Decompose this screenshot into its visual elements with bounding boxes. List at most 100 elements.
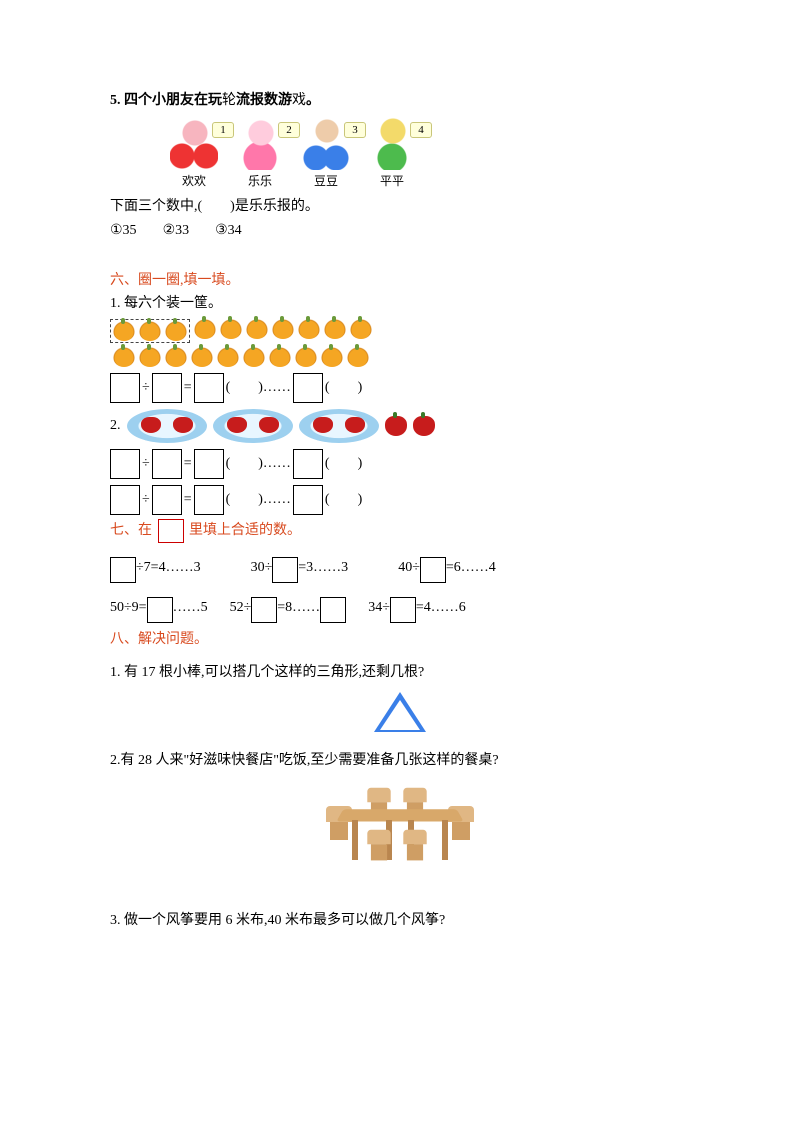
child-1: 1 欢欢 (170, 118, 218, 191)
unit-text: ( )…… (226, 453, 291, 475)
pumpkin-row2 (113, 347, 690, 367)
plate-icon (213, 409, 293, 443)
fill-text: =6……4 (446, 560, 496, 575)
div-sign: ÷ (142, 453, 150, 475)
blank-box[interactable] (194, 449, 224, 479)
sec8-q2: 2.有 28 人来"好滋味快餐店"吃饭,至少需要准备几张这样的餐桌? (110, 750, 690, 772)
fill-text: 50÷9= (110, 600, 147, 615)
unit-text: ( )…… (226, 489, 291, 511)
pumpkin-icon (295, 347, 317, 367)
strawberry-icon (385, 416, 407, 436)
table-leg (352, 820, 358, 860)
sec7-t1: 七、在 (110, 523, 152, 538)
child-figure-2: 2 (236, 118, 284, 170)
blank-box[interactable] (293, 485, 323, 515)
dining-table-figure (330, 780, 470, 880)
sec7-row1: ÷7=4……3 30÷ =3……3 40÷ =6……4 (110, 557, 690, 583)
pumpkin-row1 (110, 319, 690, 343)
fill-text: 34÷ (368, 600, 390, 615)
triangle-icon (374, 692, 426, 732)
pumpkin-icon (165, 347, 187, 367)
q5-text-d: 戏 (292, 93, 306, 108)
blank-box[interactable] (110, 449, 140, 479)
pumpkin-icon (194, 319, 216, 339)
fill-text: =4……6 (416, 600, 466, 615)
pumpkin-icon (165, 321, 187, 341)
sec6-eq2: ÷ = ( )…… ( ) (110, 449, 690, 479)
child-figure-4: 4 (368, 118, 416, 170)
child-tag-4: 4 (410, 122, 432, 138)
sec6-q2-row: 2. (110, 409, 690, 443)
q5-text-c: 流报数游 (236, 93, 292, 108)
blank-box[interactable] (147, 597, 173, 623)
pumpkin-icon (246, 319, 268, 339)
blank-box[interactable] (110, 557, 136, 583)
child-3: 3 豆豆 (302, 118, 350, 191)
plate-icon (299, 409, 379, 443)
child-name-3: 豆豆 (314, 172, 338, 191)
fill-text: 30÷ (251, 560, 273, 575)
blank-box[interactable] (390, 597, 416, 623)
blank-box[interactable] (194, 373, 224, 403)
blank-box[interactable] (293, 449, 323, 479)
children-row: 1 欢欢 2 乐乐 3 豆豆 4 平平 (170, 118, 690, 191)
sec7-row2: 50÷9= ……5 52÷ =8…… 34÷ =4……6 (110, 597, 690, 623)
fill-text: ……5 (173, 600, 208, 615)
sec6-eq1: ÷ = ( )…… ( ) (110, 373, 690, 403)
blank-box[interactable] (152, 449, 182, 479)
blank-box[interactable] (251, 597, 277, 623)
pumpkin-icon (217, 347, 239, 367)
div-sign: ÷ (142, 489, 150, 511)
child-4: 4 平平 (368, 118, 416, 191)
blank-box[interactable] (152, 485, 182, 515)
fill-text: ÷7=4……3 (136, 560, 229, 575)
unit-text: ( ) (325, 377, 362, 399)
child-2: 2 乐乐 (236, 118, 284, 191)
fill-text: =8…… (277, 600, 320, 615)
sec8-q3: 3. 做一个风筝要用 6 米布,40 米布最多可以做几个风筝? (110, 910, 690, 932)
sec8-head: 八、解决问题。 (110, 629, 690, 651)
sec7-t2: 里填上合适的数。 (189, 523, 301, 538)
opt-1: ①35 (110, 220, 137, 242)
blank-box[interactable] (320, 597, 346, 623)
fill-text: =3……3 (298, 560, 376, 575)
q5-options: ①35 ②33 ③34 (110, 220, 690, 242)
pumpkin-icon (191, 347, 213, 367)
blank-box[interactable] (293, 373, 323, 403)
sec8-q1: 1. 有 17 根小棒,可以搭几个这样的三角形,还剩几根? (110, 662, 690, 684)
unit-text: ( ) (325, 489, 362, 511)
pumpkin-group-dashed (110, 319, 190, 343)
blank-box[interactable] (194, 485, 224, 515)
unit-text: ( ) (325, 453, 362, 475)
unit-text: ( )…… (226, 377, 291, 399)
blank-box[interactable] (420, 557, 446, 583)
chair-icon (403, 830, 426, 862)
blank-box[interactable] (110, 373, 140, 403)
sec6-q2-num: 2. (110, 415, 121, 437)
pumpkin-icon (272, 319, 294, 339)
pumpkin-icon (139, 347, 161, 367)
child-figure-3: 3 (302, 118, 350, 170)
sec7-head: 七、在 里填上合适的数。 (110, 519, 690, 543)
pumpkin-icon (350, 319, 372, 339)
pumpkin-icon (269, 347, 291, 367)
fill-text: 52÷ (230, 600, 252, 615)
child-name-4: 平平 (380, 172, 404, 191)
child-name-1: 欢欢 (182, 172, 206, 191)
chair-icon (367, 830, 390, 862)
eq-sign: = (184, 489, 192, 511)
eq-sign: = (184, 377, 192, 399)
blank-box[interactable] (272, 557, 298, 583)
q5-line2: 下面三个数中,( )是乐乐报的。 (110, 196, 690, 218)
child-figure-1: 1 (170, 118, 218, 170)
plate-icon (127, 409, 207, 443)
q5-text-b: 轮 (222, 93, 236, 108)
pumpkin-icon (321, 347, 343, 367)
blank-box[interactable] (110, 485, 140, 515)
blank-box[interactable] (152, 373, 182, 403)
table-leg (442, 820, 448, 860)
q5-text-a: 四个小朋友在玩 (124, 93, 222, 108)
pumpkin-icon (113, 321, 135, 341)
q5-line1: 5. 四个小朋友在玩轮流报数游戏。 (110, 90, 690, 112)
fill-text: 40÷ (398, 560, 420, 575)
